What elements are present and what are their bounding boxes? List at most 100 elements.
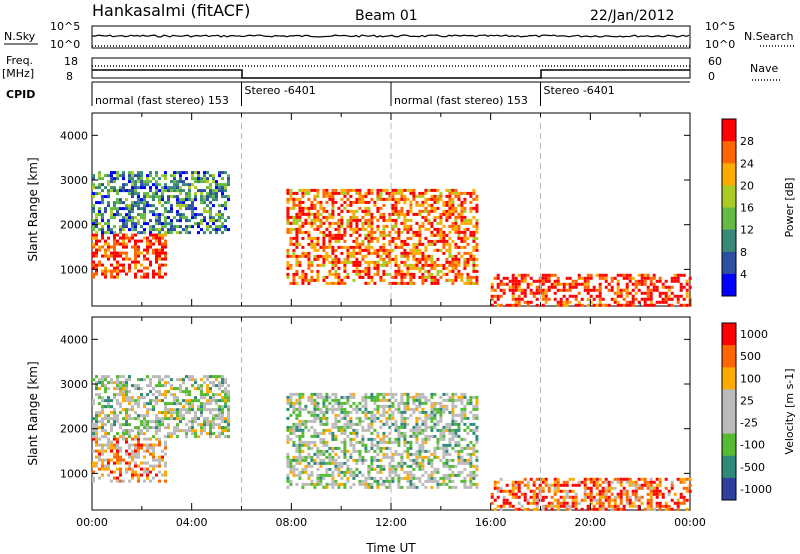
echo-cell — [316, 242, 320, 246]
echo-cell — [146, 426, 149, 430]
echo-cell — [292, 227, 296, 231]
echo-cell — [409, 395, 413, 399]
echo-cell — [218, 171, 221, 175]
echo-cell — [430, 203, 434, 207]
echo-cell — [304, 206, 308, 210]
echo-cell — [173, 180, 176, 184]
echo-cell — [218, 387, 221, 391]
echo-cell — [295, 254, 299, 258]
echo-cell — [113, 446, 116, 450]
echo-cell — [340, 215, 344, 219]
echo-cell — [346, 476, 350, 480]
echo-cell — [125, 219, 128, 223]
echo-cell — [122, 183, 125, 187]
echo-cell — [541, 489, 545, 493]
echo-cell — [134, 470, 137, 474]
echo-cell — [134, 402, 137, 406]
echo-cell — [292, 248, 296, 252]
echo-cell — [331, 476, 335, 480]
echo-cell — [586, 297, 590, 301]
echo-cell — [448, 203, 452, 207]
echo-cell — [292, 440, 296, 444]
echo-cell — [439, 437, 443, 441]
echo-cell — [313, 485, 317, 489]
echo-cell — [556, 279, 560, 283]
echo-cell — [101, 231, 104, 235]
echo-cell — [442, 272, 446, 276]
echo-cell — [577, 291, 581, 295]
echo-cell — [304, 455, 308, 459]
echo-cell — [125, 213, 128, 217]
echo-cell — [295, 263, 299, 267]
echo-cell — [212, 414, 215, 418]
echo-cell — [448, 458, 452, 462]
echo-cell — [364, 191, 368, 195]
echo-cell — [292, 422, 296, 426]
echo-cell — [143, 461, 146, 465]
echo-cell — [149, 171, 152, 175]
echo-cell — [676, 498, 680, 502]
echo-cell — [499, 477, 503, 481]
echo-cell — [128, 423, 131, 427]
echo-cell — [122, 251, 125, 255]
echo-cell — [625, 276, 629, 280]
echo-cell — [125, 390, 128, 394]
echo-cell — [119, 467, 122, 471]
echo-cell — [149, 399, 152, 403]
echo-cell — [164, 452, 167, 456]
echo-cell — [523, 495, 527, 499]
echo-cell — [298, 428, 302, 432]
echo-cell — [436, 485, 440, 489]
echo-cell — [607, 489, 611, 493]
echo-cell — [349, 227, 353, 231]
echo-cell — [286, 275, 290, 279]
echo-cell — [367, 206, 371, 210]
echo-cell — [304, 467, 308, 471]
echo-cell — [466, 218, 470, 222]
echo-cell — [143, 228, 146, 232]
echo-cell — [463, 191, 467, 195]
echo-cell — [224, 429, 227, 433]
echo-cell — [361, 425, 365, 429]
echo-cell — [298, 242, 302, 246]
echo-cell — [137, 446, 140, 450]
echo-cell — [137, 198, 140, 202]
echo-cell — [379, 206, 383, 210]
echo-cell — [370, 482, 374, 486]
echo-cell — [125, 408, 128, 412]
echo-cell — [215, 195, 218, 199]
echo-cell — [376, 239, 380, 243]
echo-cell — [433, 392, 437, 396]
echo-cell — [304, 221, 308, 225]
echo-cell — [307, 455, 311, 459]
echo-cell — [176, 225, 179, 229]
echo-cell — [457, 461, 461, 465]
echo-cell — [598, 489, 602, 493]
echo-cell — [152, 195, 155, 199]
echo-cell — [439, 407, 443, 411]
echo-cell — [436, 248, 440, 252]
echo-cell — [155, 180, 158, 184]
echo-cell — [110, 446, 113, 450]
echo-cell — [206, 375, 209, 379]
echo-cell — [424, 449, 428, 453]
echo-cell — [286, 473, 290, 477]
echo-cell — [433, 470, 437, 474]
echo-cell — [664, 291, 668, 295]
echo-cell — [352, 446, 356, 450]
echo-cell — [331, 236, 335, 240]
echo-cell — [110, 207, 113, 211]
echo-cell — [158, 390, 161, 394]
echo-cell — [113, 248, 116, 252]
echo-cell — [571, 489, 575, 493]
echo-cell — [454, 224, 458, 228]
echo-cell — [209, 402, 212, 406]
echo-cell — [98, 174, 101, 178]
echo-cell — [367, 281, 371, 285]
echo-cell — [553, 285, 557, 289]
echo-cell — [107, 245, 110, 249]
echo-cell — [358, 269, 362, 273]
echo-cell — [571, 279, 575, 283]
echo-cell — [631, 501, 635, 505]
echo-cell — [394, 440, 398, 444]
